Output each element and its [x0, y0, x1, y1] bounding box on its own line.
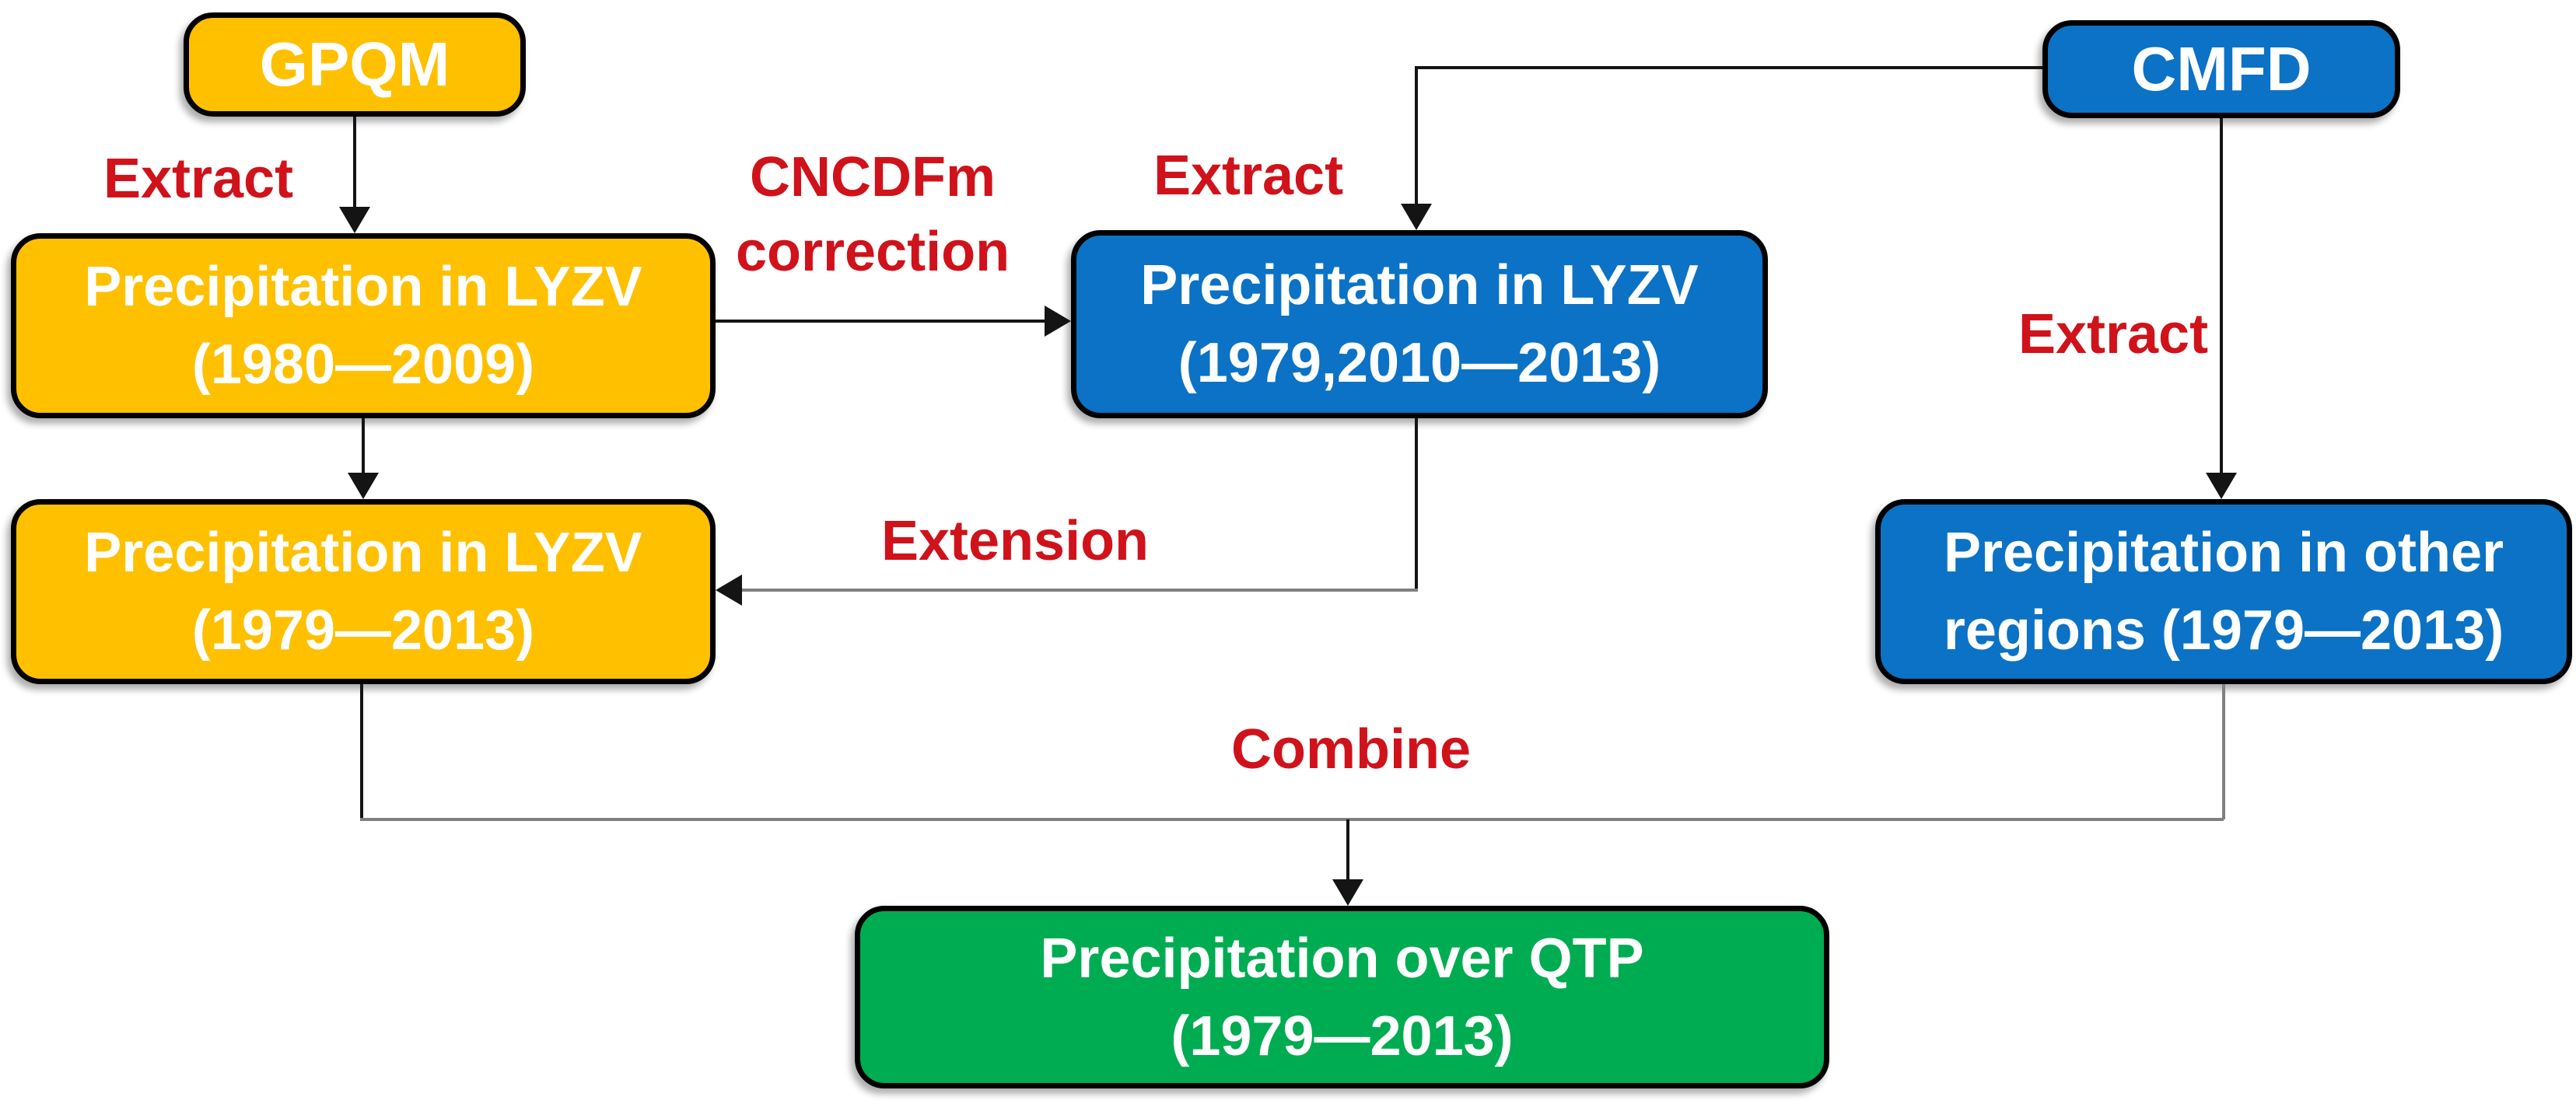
connector-lyzv1980-to-lyzv1979	[362, 418, 365, 474]
edge-label-extract-cmfd-lyzv: Extract	[1153, 145, 1344, 207]
connector-cncdfm-correction	[716, 320, 1046, 323]
edge-label-extension: Extension	[880, 510, 1150, 572]
arrowhead-cncdfm-correction	[1045, 306, 1071, 337]
node-cmfd-label: CMFD	[2131, 34, 2312, 103]
node-label-line2: (1979—2013)	[191, 599, 535, 662]
edge-label-extract-gpqm: Extract	[103, 148, 294, 210]
connector-combine-right-vertical	[2222, 684, 2225, 819]
node-precipitation-lyzv-1979-2013: Precipitation in LYZV (1979—2013)	[11, 499, 716, 684]
edge-label-combine: Combine	[1230, 718, 1471, 781]
edge-label-cncdfm-correction: CNCDFm correction	[682, 140, 1063, 289]
connector-cmfd-to-lyzv-horizontal	[1416, 66, 2042, 69]
connector-combine-drop	[1346, 819, 1349, 881]
node-gpqm: GPQM	[184, 12, 526, 117]
connector-cmfd-to-other-regions	[2220, 118, 2223, 474]
edge-label-cncdfm-line1: CNCDFm	[750, 146, 996, 208]
node-precipitation-lyzv-1979-2010-2013: Precipitation in LYZV (1979,2010—2013)	[1071, 230, 1768, 418]
connector-gpqm-to-lyzv	[353, 117, 356, 211]
node-precipitation-lyzv-1980-2009: Precipitation in LYZV (1980—2009)	[11, 233, 716, 418]
node-label-line2: (1980—2009)	[191, 334, 535, 396]
node-label-line2: regions (1979—2013)	[1943, 599, 2504, 662]
node-label-line1: Precipitation in other	[1943, 522, 2504, 584]
arrowhead-lyzv1980-to-lyzv1979	[348, 473, 379, 499]
node-label-line1: Precipitation in LYZV	[1140, 254, 1699, 316]
node-label-line1: Precipitation in LYZV	[84, 522, 642, 584]
connector-cmfd-to-lyzv-vertical	[1415, 66, 1418, 205]
edge-label-cncdfm-line2: correction	[735, 221, 1010, 283]
arrowhead-gpqm-to-lyzv	[339, 207, 370, 233]
arrowhead-cmfd-to-other-regions	[2206, 473, 2237, 499]
arrowhead-extension	[716, 575, 742, 606]
node-label-line2: (1979,2010—2013)	[1178, 332, 1661, 394]
edge-label-extract-cmfd-other: Extract	[2018, 303, 2209, 365]
node-cmfd: CMFD	[2042, 20, 2400, 118]
node-gpqm-label: GPQM	[259, 30, 450, 99]
node-label-line1: Precipitation over QTP	[1040, 927, 1644, 990]
arrowhead-combine-to-qtp	[1332, 879, 1363, 906]
connector-combine-left-vertical	[360, 684, 363, 821]
node-precipitation-over-qtp: Precipitation over QTP (1979—2013)	[855, 906, 1829, 1088]
node-label-line1: Precipitation in LYZV	[84, 256, 642, 318]
arrowhead-cmfd-to-lyzv	[1401, 204, 1432, 230]
connector-extension-vertical	[1415, 418, 1418, 592]
node-label-line2: (1979—2013)	[1171, 1004, 1514, 1067]
connector-extension-horizontal	[740, 589, 1418, 592]
connector-combine-horizontal	[360, 818, 2224, 821]
node-precipitation-other-regions: Precipitation in other regions (1979—201…	[1875, 499, 2572, 684]
